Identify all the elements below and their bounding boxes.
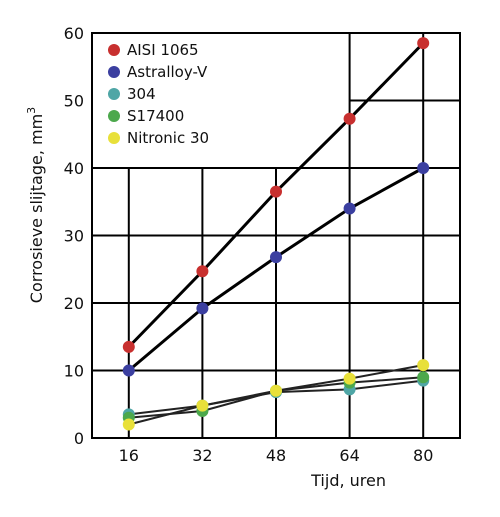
x-tick-label: 80 — [413, 446, 433, 465]
legend-label: AISI 1065 — [127, 41, 199, 59]
data-point — [196, 302, 209, 315]
y-tick-label: 60 — [64, 24, 84, 43]
data-point — [196, 399, 209, 412]
data-point — [343, 112, 356, 125]
y-tick-label: 10 — [64, 362, 84, 381]
legend-marker — [108, 88, 120, 100]
legend-label: S17400 — [127, 107, 184, 125]
legend-marker — [108, 66, 120, 78]
data-point — [417, 371, 430, 384]
y-axis-label: Corrosieve slijtage, mm3 — [25, 107, 46, 303]
x-axis-label: Tijd, uren — [310, 471, 386, 490]
data-point — [343, 372, 356, 385]
y-tick-label: 50 — [64, 92, 84, 111]
legend-marker — [108, 132, 120, 144]
y-tick-labels: 0 10 20 30 40 50 60 — [64, 24, 84, 448]
x-tick-label: 32 — [192, 446, 212, 465]
data-point — [343, 202, 356, 215]
data-points — [122, 37, 430, 431]
data-point — [270, 185, 282, 198]
y-tick-label: 40 — [64, 159, 84, 178]
data-point — [122, 340, 135, 353]
legend-label: Astralloy-V — [127, 63, 208, 81]
x-tick-labels: 16 32 48 64 80 — [119, 446, 434, 465]
x-tick-label: 64 — [339, 446, 359, 465]
x-tick-label: 16 — [119, 446, 139, 465]
x-tick-label: 48 — [266, 446, 286, 465]
data-point — [417, 359, 430, 372]
data-point — [122, 364, 135, 377]
legend-label: Nitronic 30 — [127, 129, 209, 147]
legend-marker — [108, 110, 120, 122]
legend: AISI 1065 Astralloy-V 304 S17400 Nitronic 30 — [108, 41, 209, 147]
y-tick-label: 30 — [64, 227, 84, 246]
data-point — [122, 418, 135, 431]
y-tick-label: 20 — [64, 294, 84, 313]
y-tick-label: 0 — [74, 429, 84, 448]
data-point — [270, 384, 282, 397]
data-point — [417, 37, 430, 50]
data-point — [270, 251, 282, 264]
legend-marker — [108, 44, 120, 56]
legend-label: 304 — [127, 85, 156, 103]
data-point — [417, 162, 430, 174]
data-point — [196, 265, 209, 278]
plot-frame — [91, 32, 461, 439]
